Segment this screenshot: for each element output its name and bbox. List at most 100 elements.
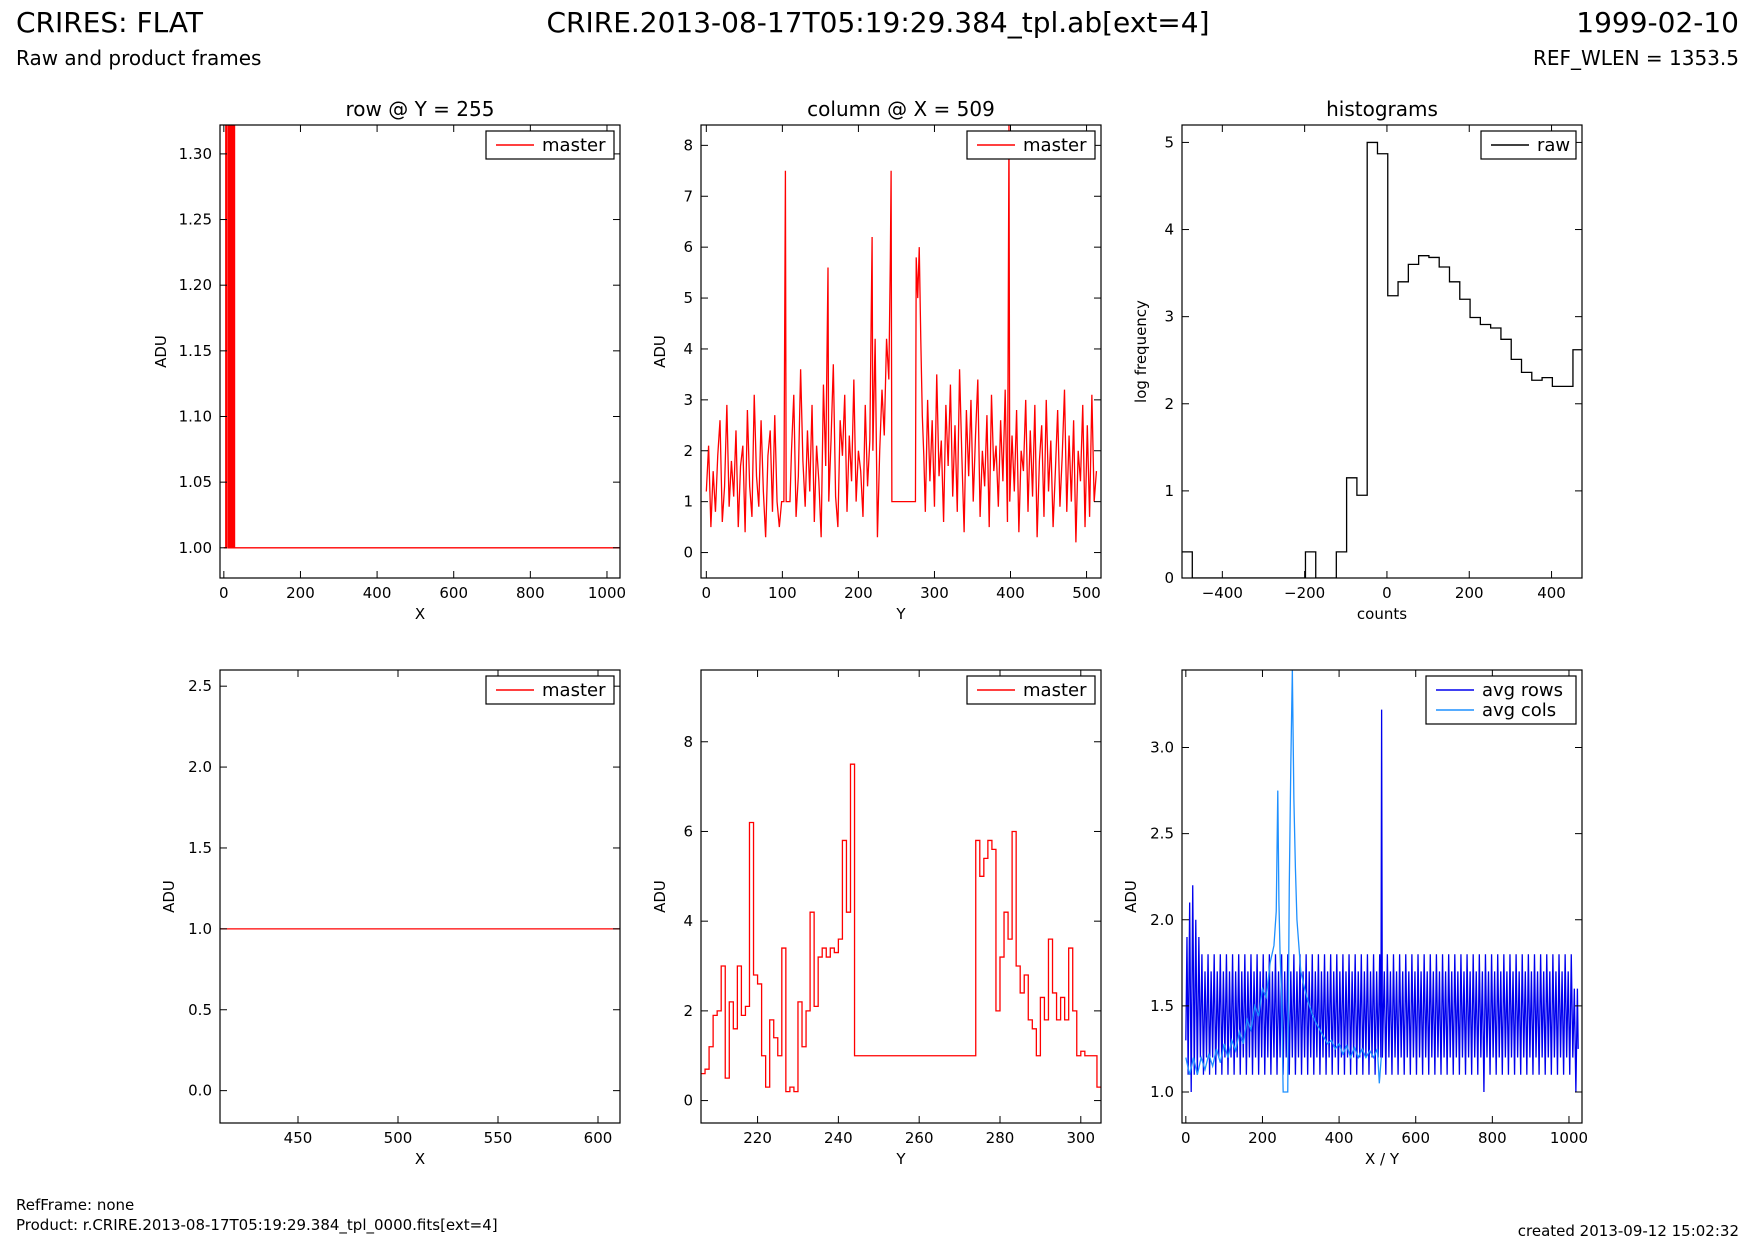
legend-entry: master bbox=[542, 680, 606, 701]
x-tick-label: 200 bbox=[286, 584, 315, 602]
y-axis-label: log frequency bbox=[1132, 300, 1150, 403]
report-title: CRIRES: FLAT bbox=[16, 6, 203, 39]
x-axis-label: counts bbox=[1357, 605, 1407, 623]
y-tick-label: 1 bbox=[683, 493, 693, 511]
chart-title: histograms bbox=[1326, 97, 1438, 121]
y-axis-label: ADU bbox=[651, 335, 669, 368]
legend-entry: master bbox=[1023, 135, 1087, 156]
y-tick-label: 0 bbox=[1164, 569, 1174, 587]
y-tick-label: 2.0 bbox=[188, 758, 212, 776]
y-tick-label: 6 bbox=[683, 822, 693, 840]
plot-frame bbox=[219, 669, 621, 1124]
y-tick-label: 1.15 bbox=[179, 342, 212, 360]
series-avg-rows-line bbox=[1185, 709, 1579, 1093]
y-axis-label: ADU bbox=[651, 880, 669, 913]
report-subtitle: Raw and product frames bbox=[16, 46, 262, 70]
x-tick-label: 450 bbox=[284, 1129, 313, 1147]
chart-title: column @ X = 509 bbox=[807, 97, 995, 121]
y-tick-label: 0 bbox=[683, 544, 693, 562]
product-label: Product: r.CRIRE.2013-08-17T05:19:29.384… bbox=[16, 1216, 498, 1234]
y-tick-label: 1.0 bbox=[1150, 1083, 1174, 1101]
x-tick-label: 280 bbox=[986, 1129, 1015, 1147]
x-tick-label: 600 bbox=[584, 1129, 613, 1147]
y-tick-label: 0.0 bbox=[188, 1082, 212, 1100]
y-axis-label: ADU bbox=[160, 880, 178, 913]
x-tick-label: −400 bbox=[1202, 584, 1243, 602]
x-tick-label: 500 bbox=[384, 1129, 413, 1147]
y-tick-label: 7 bbox=[683, 187, 693, 205]
x-tick-label: 400 bbox=[1537, 584, 1566, 602]
x-tick-label: 400 bbox=[363, 584, 392, 602]
plot-frame bbox=[700, 669, 1102, 1124]
x-tick-label: 600 bbox=[1401, 1129, 1430, 1147]
x-tick-label: 800 bbox=[1478, 1129, 1507, 1147]
series-master-line bbox=[701, 763, 1101, 1093]
y-tick-label: 2 bbox=[683, 442, 693, 460]
y-tick-label: 6 bbox=[683, 238, 693, 256]
x-tick-label: 400 bbox=[996, 584, 1025, 602]
y-tick-label: 5 bbox=[1164, 133, 1174, 151]
plot-frame bbox=[1181, 124, 1583, 579]
y-tick-label: 0.5 bbox=[188, 1001, 212, 1019]
x-axis-label: Y bbox=[895, 1150, 906, 1168]
x-tick-label: 300 bbox=[1066, 1129, 1095, 1147]
x-tick-label: 550 bbox=[484, 1129, 513, 1147]
y-tick-label: 2.0 bbox=[1150, 911, 1174, 929]
x-tick-label: 600 bbox=[439, 584, 468, 602]
created-label: created 2013-09-12 15:02:32 bbox=[1517, 1222, 1739, 1240]
x-tick-label: 200 bbox=[844, 584, 873, 602]
ref-wlen-label: REF_WLEN = 1353.5 bbox=[1532, 46, 1739, 70]
x-tick-label: −200 bbox=[1284, 584, 1325, 602]
y-tick-label: 1.20 bbox=[179, 276, 212, 294]
x-axis-label: X / Y bbox=[1365, 1150, 1400, 1168]
legend-entry: master bbox=[1023, 680, 1087, 701]
plot-frame bbox=[219, 124, 621, 579]
y-tick-label: 2 bbox=[683, 1002, 693, 1020]
x-tick-label: 0 bbox=[1382, 584, 1392, 602]
chart-column: column @ X = 509 0 100 200 300 400 500 0 1 2 3 4 5 6 7… bbox=[651, 97, 1102, 623]
legend-entry: avg rows bbox=[1482, 680, 1563, 701]
x-tick-label: 1000 bbox=[588, 584, 626, 602]
legend-box bbox=[966, 675, 1096, 705]
x-tick-label: 200 bbox=[1248, 1129, 1277, 1147]
y-tick-label: 8 bbox=[683, 733, 693, 751]
series-master-line bbox=[705, 125, 1098, 543]
x-tick-label: 240 bbox=[824, 1129, 853, 1147]
y-axis-label: ADU bbox=[152, 335, 170, 368]
x-tick-label: 500 bbox=[1072, 584, 1101, 602]
y-tick-label: 1.00 bbox=[179, 539, 212, 557]
x-tick-label: 800 bbox=[516, 584, 545, 602]
refframe-label: RefFrame: none bbox=[16, 1196, 135, 1214]
series-master-line bbox=[223, 125, 620, 549]
date-label: 1999-02-10 bbox=[1576, 6, 1739, 39]
y-tick-label: 4 bbox=[1164, 221, 1174, 239]
chart-histogram: histograms −400 −200 0 200 400 0 1 2 3 4 5 counts log… bbox=[1132, 97, 1583, 623]
y-tick-label: 3 bbox=[1164, 308, 1174, 326]
y-tick-label: 1.0 bbox=[188, 920, 212, 938]
legend-entry: master bbox=[542, 135, 606, 156]
x-tick-label: 0 bbox=[702, 584, 712, 602]
series-raw-line bbox=[1182, 141, 1582, 578]
frame-title: CRIRE.2013-08-17T05:19:29.384_tpl.ab[ext… bbox=[546, 6, 1210, 39]
chart-column_zoom: 220 240 260 280 300 0 2 4 6 8 Y ADU master bbox=[651, 669, 1102, 1168]
y-tick-label: 8 bbox=[683, 136, 693, 154]
y-tick-label: 3 bbox=[683, 391, 693, 409]
y-tick-label: 4 bbox=[683, 340, 693, 358]
y-tick-label: 1.05 bbox=[179, 473, 212, 491]
y-axis-label: ADU bbox=[1122, 880, 1140, 913]
x-axis-label: X bbox=[415, 605, 425, 623]
y-tick-label: 1.25 bbox=[179, 211, 212, 229]
x-axis-label: Y bbox=[895, 605, 906, 623]
chart-row_zoom: 450 500 550 600 0.0 0.5 1.0 1.5 2.0 2.5 X ADU master bbox=[160, 669, 621, 1168]
x-tick-label: 0 bbox=[1181, 1129, 1191, 1147]
y-tick-label: 2.5 bbox=[1150, 825, 1174, 843]
y-tick-label: 3.0 bbox=[1150, 739, 1174, 757]
x-tick-label: 1000 bbox=[1550, 1129, 1588, 1147]
y-tick-label: 5 bbox=[683, 289, 693, 307]
legend-entry: avg cols bbox=[1482, 700, 1556, 721]
plot-frame bbox=[700, 124, 1102, 579]
chart-title: row @ Y = 255 bbox=[346, 97, 495, 121]
x-tick-label: 400 bbox=[1325, 1129, 1354, 1147]
y-tick-label: 1 bbox=[1164, 482, 1174, 500]
y-tick-label: 2.5 bbox=[188, 677, 212, 695]
